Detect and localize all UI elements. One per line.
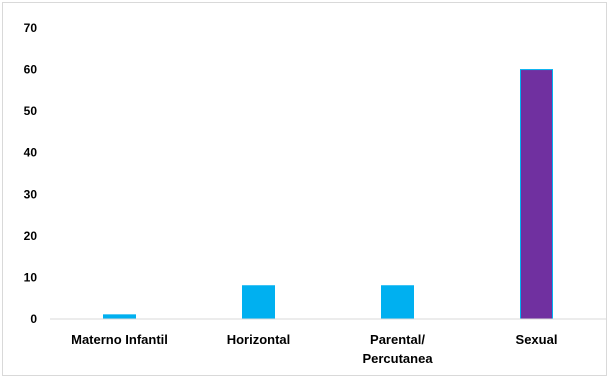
x-tick-label: Materno Infantil <box>71 332 168 347</box>
bar <box>103 314 136 320</box>
x-tick-label: Parental/ <box>370 332 425 347</box>
bar <box>381 285 414 320</box>
y-tick-label: 20 <box>24 229 38 243</box>
x-tick-label: Sexual <box>516 332 558 347</box>
x-tick-label: Percutanea <box>362 351 433 366</box>
y-tick-label: 40 <box>24 146 38 160</box>
bar <box>242 285 275 320</box>
y-tick-label: 10 <box>24 270 38 284</box>
x-axis: Materno Infantil Horizontal Parental/Percu… <box>50 318 606 366</box>
chart-frame: 0 10 20 30 40 50 60 70 Materno Infantil Horizont… <box>2 2 607 376</box>
y-axis: 0 10 20 30 40 50 60 70 <box>24 21 38 326</box>
y-tick-label: 50 <box>24 104 38 118</box>
bar <box>520 69 553 320</box>
bars <box>103 69 553 320</box>
y-tick-label: 0 <box>30 312 37 326</box>
x-tick-label: Horizontal <box>227 332 291 347</box>
bar-chart: 0 10 20 30 40 50 60 70 Materno Infantil Horizont… <box>24 21 606 366</box>
y-tick-label: 70 <box>24 21 38 35</box>
y-tick-label: 60 <box>24 63 38 77</box>
y-tick-label: 30 <box>24 187 38 201</box>
